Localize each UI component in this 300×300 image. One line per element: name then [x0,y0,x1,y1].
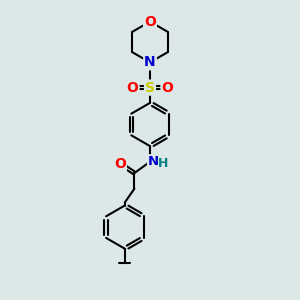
Text: O: O [114,157,126,170]
Text: S: S [145,81,155,94]
Text: O: O [127,81,139,94]
Text: H: H [158,157,168,170]
Text: N: N [148,155,159,168]
Text: O: O [144,15,156,28]
Text: O: O [161,81,173,94]
Text: N: N [144,56,156,69]
